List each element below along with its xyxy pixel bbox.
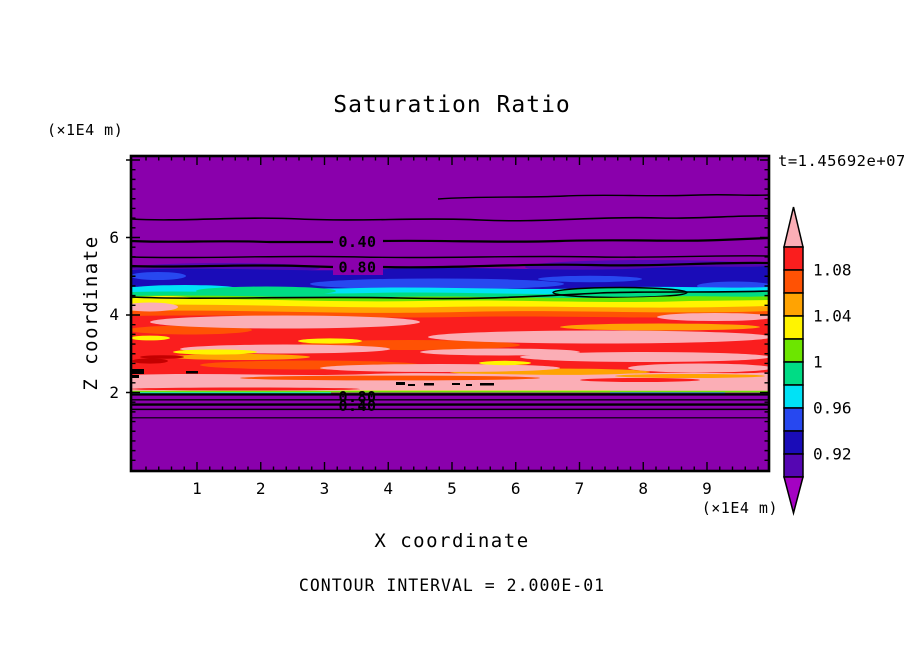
y-tick-label-2: 2 bbox=[109, 383, 119, 402]
green-blob-left bbox=[196, 286, 336, 296]
colorbar-segment-blue bbox=[783, 407, 804, 432]
colorbar-segment-orangered bbox=[783, 269, 804, 294]
colorbar-segment-chartreuse bbox=[783, 338, 804, 363]
contour-label-lower-080: 0.80 bbox=[338, 388, 376, 406]
colorbar-label-100: 1 bbox=[813, 353, 823, 372]
x-tick-label-8: 8 bbox=[638, 479, 648, 498]
x-tick-label-1: 1 bbox=[192, 479, 202, 498]
colorbar-segment-red bbox=[783, 246, 804, 271]
colorbar-segment-cyan bbox=[783, 384, 804, 409]
x-tick-label-5: 5 bbox=[447, 479, 457, 498]
blue-patches bbox=[131, 272, 769, 291]
contour-lines-lower bbox=[131, 393, 769, 419]
colorbar-segment-violet bbox=[783, 453, 804, 478]
y-tick-label-4: 4 bbox=[109, 305, 119, 324]
colorbar-segment-navy bbox=[783, 430, 804, 455]
colorbar-segment-yellow bbox=[783, 315, 804, 340]
colorbar-segment-springgreen bbox=[783, 361, 804, 386]
time-annotation: t=1.45692e+07 bbox=[778, 152, 904, 170]
darkred-marks bbox=[132, 355, 184, 364]
contour-label-upper-040: 0.40 bbox=[338, 233, 376, 251]
colorbar-label-108: 1.08 bbox=[813, 261, 852, 280]
colorbar-segment-orange bbox=[783, 292, 804, 317]
x-axis-unit-label: (×1E4 m) bbox=[702, 499, 778, 517]
x-tick-label-9: 9 bbox=[702, 479, 712, 498]
pink-band-inclusions bbox=[131, 374, 765, 391]
x-tick-labels: 1 2 3 4 5 6 7 8 9 bbox=[192, 479, 712, 498]
x-axis-ticks bbox=[145, 156, 759, 471]
black-specks bbox=[131, 369, 494, 386]
colorbar-label-096: 0.96 bbox=[813, 399, 852, 418]
boundary-stripes bbox=[131, 390, 769, 394]
y-tick-labels: 6 4 2 bbox=[109, 228, 119, 402]
contour-lines-upper bbox=[131, 194, 769, 300]
y-axis-ticks bbox=[126, 159, 769, 462]
x-tick-label-3: 3 bbox=[320, 479, 330, 498]
colorbar-above-range-arrow bbox=[783, 206, 804, 248]
contour-label-mask-080 bbox=[333, 258, 383, 275]
contour-label-upper-080: 0.80 bbox=[338, 259, 376, 277]
contour-label-mask-040 bbox=[333, 232, 383, 249]
colorbar-labels: 1.08 1.04 1 0.96 0.92 bbox=[813, 261, 852, 464]
orange-streaks bbox=[131, 323, 760, 376]
plot-field: 0.40 0.80 0.80 0.40 bbox=[131, 156, 769, 471]
y-axis-title: Z coordinate bbox=[80, 235, 102, 390]
yellow-streaks bbox=[131, 335, 531, 366]
x-axis-title: X coordinate bbox=[374, 530, 529, 552]
chart-title: Saturation Ratio bbox=[333, 92, 571, 118]
contour-label-lower-040: 0.40 bbox=[338, 397, 376, 415]
x-tick-label-2: 2 bbox=[256, 479, 266, 498]
plot-border bbox=[129, 154, 771, 473]
colorbar-label-104: 1.04 bbox=[813, 307, 852, 326]
y-tick-label-6: 6 bbox=[109, 228, 119, 247]
colorbar bbox=[783, 206, 804, 516]
y-axis-unit-label: (×1E4 m) bbox=[47, 121, 123, 139]
x-tick-label-6: 6 bbox=[511, 479, 521, 498]
x-tick-label-7: 7 bbox=[575, 479, 585, 498]
x-tick-label-4: 4 bbox=[383, 479, 393, 498]
colorbar-below-range-arrow bbox=[783, 476, 804, 516]
contour-interval-caption: CONTOUR INTERVAL = 2.000E-01 bbox=[299, 576, 605, 595]
colorbar-label-092: 0.92 bbox=[813, 445, 852, 464]
